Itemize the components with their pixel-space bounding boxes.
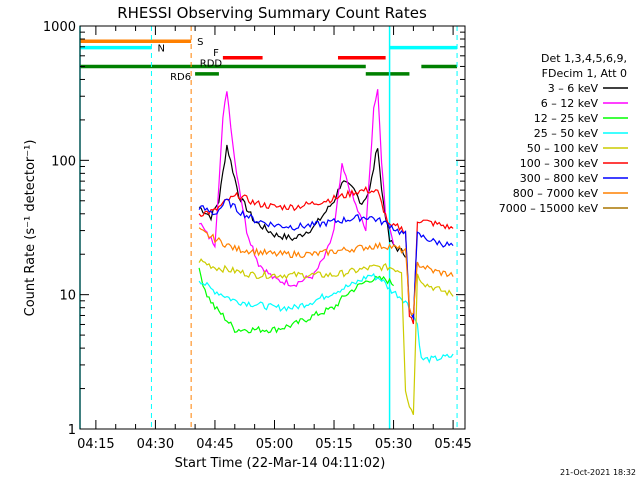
x-tick-label: 04:30 [137,437,174,452]
legend: Det 1,3,4,5,6,9, FDecim 1, Att 0 3 – 6 k… [499,52,628,215]
y-tick-label: 1000 [43,20,76,35]
flag-label-s: S [197,37,203,48]
series-lines [198,89,454,416]
x-tick-label: 05:45 [434,437,471,452]
legend-entry-label: 3 – 6 keV [548,82,599,95]
x-tick-label: 05:00 [256,437,293,452]
legend-entry-label: 25 – 50 keV [534,127,599,140]
footer-timestamp: 21-Oct-2021 18:32 [560,468,636,477]
series-line-6-12-kev [198,89,395,288]
series-line-3-6-kev [198,144,406,258]
y-tick-label: 100 [51,154,76,169]
x-tick-label: 04:45 [196,437,233,452]
flag-label-n: N [157,44,164,55]
flag-label-f: F [213,48,219,59]
series-line-12-25-kev [198,267,395,334]
x-axis: 04:15 04:30 04:45 05:00 05:15 05:30 05:45 [77,26,472,452]
chart-title: RHESSI Observing Summary Count Rates [117,4,427,22]
y-tick-label: 10 [59,289,76,304]
legend-header-line-2: FDecim 1, Att 0 [542,67,627,80]
legend-header-line-1: Det 1,3,4,5,6,9, [541,52,627,65]
legend-entry-label: 300 – 800 keV [520,172,599,185]
y-axis-label: Count Rate (s⁻¹ detector⁻¹) [23,140,38,317]
series-line-50-100-kev [198,258,454,416]
series-line-800-7000-kev [198,227,454,316]
x-tick-label: 05:30 [375,437,412,452]
x-tick-label: 05:15 [315,437,352,452]
flag-label-rd6: RD6 [170,72,191,83]
x-tick-label: 04:15 [77,437,114,452]
legend-entry-label: 800 – 7000 keV [513,187,599,200]
legend-entry-label: 50 – 100 keV [527,142,599,155]
legend-entry-label: 100 – 300 keV [520,157,599,170]
flag-label-rdd: RDD [200,58,223,69]
legend-entry-label: 12 – 25 keV [534,112,599,125]
legend-entry-label: 7000 – 15000 keV [499,202,599,215]
series-line-100-300-kev [198,185,454,325]
y-tick-label: 1 [68,423,76,438]
x-axis-label: Start Time (22-Mar-14 04:11:02) [175,456,386,471]
plot-frame [79,25,466,430]
y-axis: 1 10 100 1000 [43,20,465,438]
legend-entry-label: 6 – 12 keV [541,97,599,110]
series-line-300-800-kev [198,198,454,321]
